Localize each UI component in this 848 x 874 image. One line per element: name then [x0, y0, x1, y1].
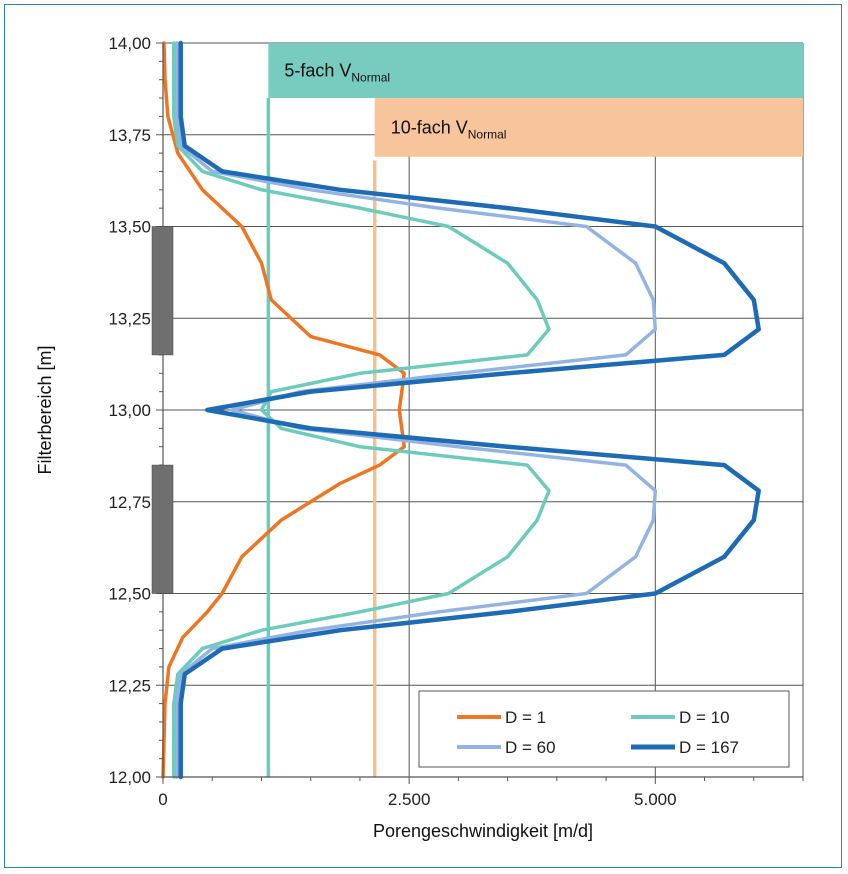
filter-segments: [151, 226, 174, 594]
x-tick-label-1: 2.500: [388, 790, 431, 809]
reference-band-label-2: 10-fach VNormal: [391, 117, 507, 141]
x-tick-label-2: 5.000: [634, 790, 677, 809]
legend-box: [418, 690, 790, 768]
series-line-4: [178, 40, 761, 780]
y-tick-label-3: 12,75: [108, 493, 151, 512]
x-tick-label-0: 0: [158, 790, 167, 809]
filter-segment-1: [151, 226, 174, 356]
series-line-2: [172, 41, 551, 779]
legend-label-2: D = 10: [679, 708, 730, 727]
band-label-sub-2: Normal: [468, 127, 507, 141]
legend-label-1: D = 1: [505, 708, 546, 727]
y-tick-label-0: 12,00: [108, 768, 151, 787]
y-tick-label-8: 14,00: [108, 34, 151, 53]
reference-band-1: [268, 43, 803, 99]
y-tick-label-7: 13,75: [108, 126, 151, 145]
series-line-1: [161, 41, 406, 779]
tick-labels: 12,00 12,25 12,50 12,75 13,00 13,25 13,50 13,75…: [108, 34, 676, 809]
legend-label-4: D = 167: [679, 738, 739, 757]
y-tick-label-1: 12,25: [108, 676, 151, 695]
y-axis-title: Filterbereich [m]: [35, 345, 55, 474]
y-tick-label-4: 13,00: [108, 401, 151, 420]
series-lines: [161, 40, 761, 780]
y-tick-label-2: 12,50: [108, 585, 151, 604]
legend: D = 1 D = 10 D = 60 D = 167: [418, 690, 790, 768]
band-label-main-1: 5-fach V: [284, 61, 351, 81]
band-label-main-2: 10-fach V: [391, 117, 468, 137]
y-tick-label-5: 13,25: [108, 309, 151, 328]
reference-band-label-1: 5-fach VNormal: [284, 61, 390, 85]
legend-label-3: D = 60: [505, 738, 556, 757]
reference-band-2: [374, 98, 803, 157]
x-axis-title: Porengeschwindigkeit [m/d]: [373, 821, 593, 841]
chart-frame: 5-fach VNormal 10-fach VNormal 12,00 12,25…: [4, 4, 842, 868]
filter-segment-2: [151, 464, 174, 594]
series-line-3: [175, 41, 658, 779]
y-tick-label-6: 13,50: [108, 218, 151, 237]
band-label-sub-1: Normal: [351, 71, 390, 85]
